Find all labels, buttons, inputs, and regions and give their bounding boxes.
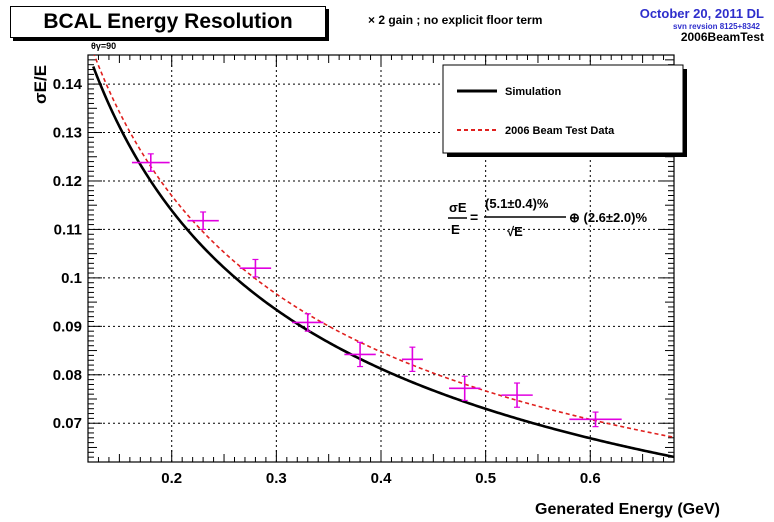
y-tick-label: 0.08 <box>53 367 82 384</box>
y-tick-label: 0.11 <box>54 221 82 238</box>
formula-den: √E <box>507 224 523 239</box>
data-point <box>131 153 170 172</box>
chart-title-box: BCAL Energy Resolution <box>10 6 326 38</box>
legend-box <box>442 64 684 154</box>
x-tick-label: 0.5 <box>475 470 496 487</box>
x-tick-label: 0.6 <box>580 470 601 487</box>
data-point <box>239 258 272 278</box>
y-tick-label: 0.07 <box>53 415 82 432</box>
svn-revision-label: svn revsion 8125+8342 <box>673 22 760 31</box>
formula-equals: = <box>470 209 478 225</box>
y-tick-label: 0.12 <box>53 173 82 190</box>
dataset-tag: 2006BeamTest <box>680 30 764 44</box>
y-tick-label: 0.1 <box>61 270 82 287</box>
theta-label: θγ=90 <box>91 41 116 51</box>
y-tick-label: 0.09 <box>53 318 82 335</box>
data-points <box>131 153 622 428</box>
legend-label-beam-test: 2006 Beam Test Data <box>505 125 615 137</box>
data-point <box>449 375 481 402</box>
resolution-formula: σE E = (5.1±0.4)% √E ⊕ (2.6±2.0)% <box>448 196 647 239</box>
formula-rest: ⊕ (2.6±2.0)% <box>569 210 647 225</box>
data-point <box>501 382 533 408</box>
date-label: October 20, 2011 DL <box>639 6 764 21</box>
x-tick-label: 0.3 <box>266 470 287 487</box>
y-tick-label: 0.14 <box>53 76 83 93</box>
data-point <box>292 313 324 332</box>
chart-title: BCAL Energy Resolution <box>43 10 293 33</box>
data-point <box>344 341 376 368</box>
tick-labels: 0.2 0.3 0.4 0.5 0.6 0.07 0.08 0.09 0.1 0.11 0.12 0.… <box>53 76 601 487</box>
data-point <box>401 346 423 372</box>
x-axis-label: Generated Energy (GeV) <box>535 501 720 518</box>
simulation-curve <box>92 66 674 459</box>
x-tick-label: 0.4 <box>371 470 393 487</box>
legend: Simulation 2006 Beam Test Data <box>442 64 687 157</box>
data-point <box>187 211 219 231</box>
curves <box>92 55 674 459</box>
y-axis-label: σE/E <box>31 65 50 104</box>
gain-note: × 2 gain ; no explicit floor term <box>368 13 543 27</box>
data-point <box>569 411 622 428</box>
x-tick-label: 0.2 <box>161 470 182 487</box>
formula-lhs-num: σE <box>449 200 467 215</box>
legend-label-simulation: Simulation <box>505 86 562 98</box>
y-tick-label: 0.13 <box>53 125 82 142</box>
formula-lhs-den: E <box>451 222 460 237</box>
formula-num: (5.1±0.4)% <box>485 196 549 211</box>
beam-test-curve <box>93 55 674 439</box>
